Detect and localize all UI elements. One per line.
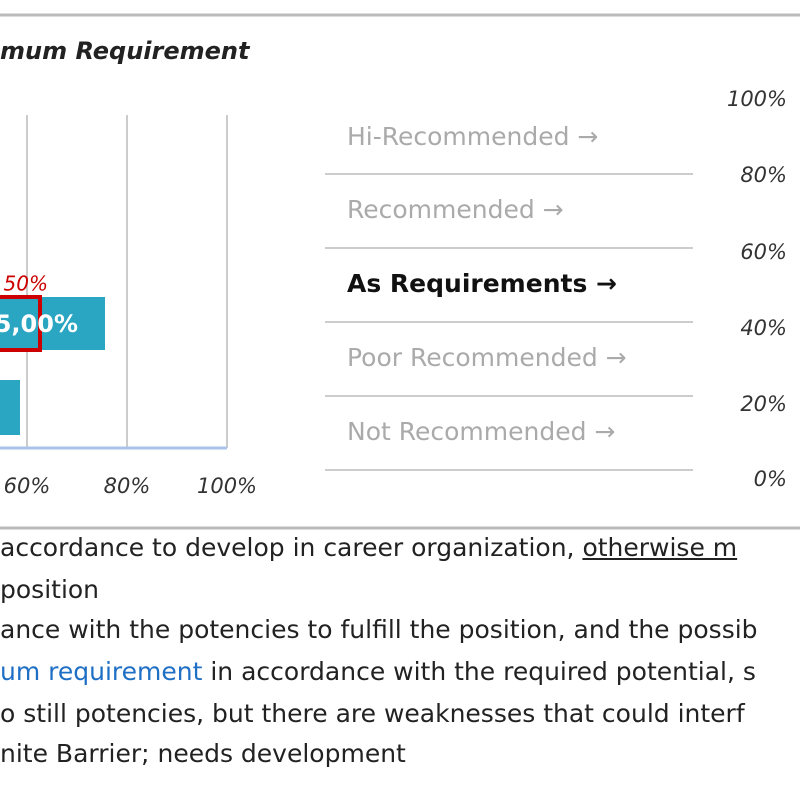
rating: Poor Recommended → xyxy=(347,343,627,372)
text-highlight: um requirement xyxy=(0,657,203,686)
scale-label: 0% xyxy=(754,467,787,491)
rating: Hi-Recommended → xyxy=(347,122,598,151)
x-tick-label: 100% xyxy=(197,474,257,498)
text: position xyxy=(0,575,100,604)
text: o still potencies, but there are weaknes… xyxy=(0,699,745,728)
body-line: accordance to develop in career organiza… xyxy=(0,533,737,562)
chart-title: mum Requirement xyxy=(0,37,251,65)
text: nite Barrier; needs development xyxy=(0,739,406,768)
scale-label: 20% xyxy=(740,392,787,416)
rating: Not Recommended → xyxy=(347,417,615,446)
text: ance with the potencies to fulfill the p… xyxy=(0,615,758,644)
scale-label: 40% xyxy=(740,316,787,340)
ratings: Hi-Recommended → Recommended → As Requir… xyxy=(347,122,627,446)
bar-label: 50% xyxy=(4,272,48,296)
grid xyxy=(26,115,228,448)
scale-label: 100% xyxy=(727,87,787,111)
rating-active: As Requirements → xyxy=(347,269,617,298)
text: in accordance with the required potentia… xyxy=(202,657,756,686)
scale-label: 80% xyxy=(740,163,787,187)
body-line: nite Barrier; needs development xyxy=(0,739,406,768)
bar-value: 5,00% xyxy=(0,310,78,338)
scale: 100% 80% 60% 40% 20% 0% xyxy=(727,87,787,491)
body-line: um requirement in accordance with the re… xyxy=(0,657,756,686)
highlight-box xyxy=(0,295,42,352)
bar xyxy=(0,380,20,435)
x-ticks: 60% 80% 100% xyxy=(4,474,257,498)
bar xyxy=(0,297,105,350)
body-line: ance with the potencies to fulfill the p… xyxy=(0,615,758,644)
text: accordance to develop in career organiza… xyxy=(0,533,583,562)
body-line: o still potencies, but there are weaknes… xyxy=(0,699,745,728)
rating: Recommended → xyxy=(347,195,564,224)
rating-lines xyxy=(325,173,693,471)
x-tick-label: 60% xyxy=(4,474,51,498)
scale-label: 60% xyxy=(740,240,787,264)
text-underlined: otherwise m xyxy=(582,533,738,562)
body-line: position xyxy=(0,575,99,604)
x-tick-label: 80% xyxy=(104,474,151,498)
